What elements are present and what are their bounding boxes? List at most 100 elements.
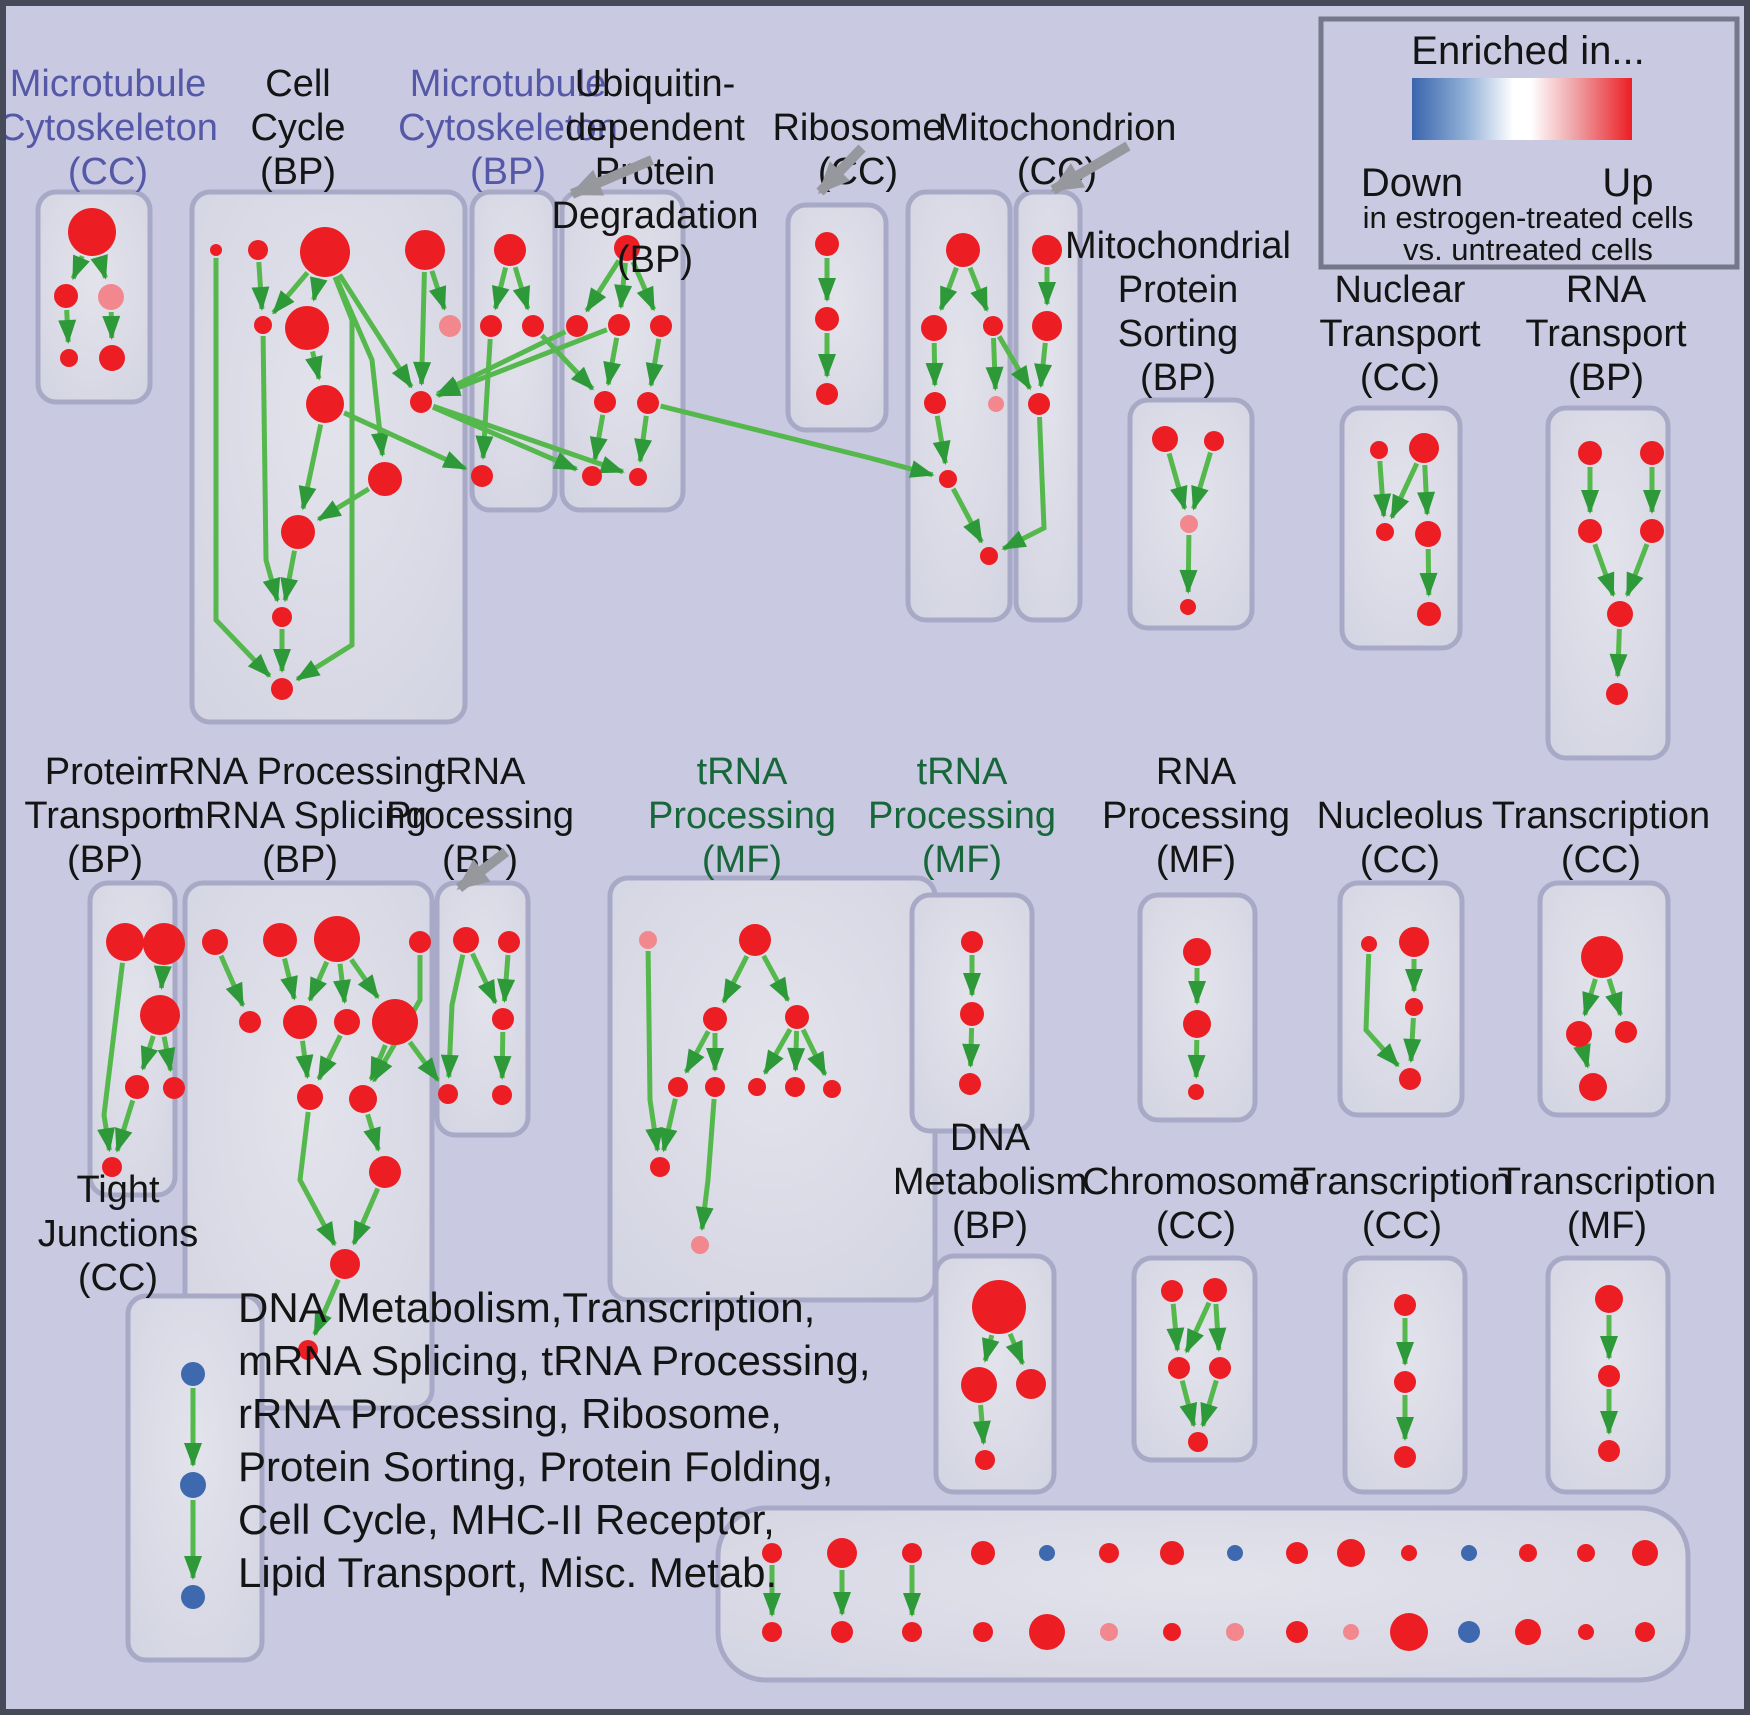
legend-down-label: Down <box>1361 161 1463 205</box>
go-edge <box>351 1187 381 1246</box>
go-term-node <box>1188 1432 1208 1452</box>
cluster-label-trna_mf_big: (MF) <box>702 839 782 881</box>
go-term-node <box>785 1077 805 1097</box>
go-term-node <box>988 396 1004 412</box>
go-term-node <box>1415 521 1441 547</box>
go-edge <box>70 254 90 281</box>
go-edge <box>102 311 121 340</box>
go-term-node <box>1227 1545 1243 1561</box>
go-edge <box>432 403 625 475</box>
go-edge <box>1605 978 1623 1017</box>
go-term-node <box>650 315 672 337</box>
go-edge <box>349 958 380 1000</box>
cluster-label-nuclear_transport: Nuclear <box>1335 269 1466 311</box>
go-edge <box>1001 416 1047 551</box>
go-term-node <box>1376 523 1394 541</box>
note-text-block: DNA Metabolism,Transcription, mRNA Splici… <box>238 1284 871 1596</box>
go-term-node <box>902 1622 922 1642</box>
go-edge <box>310 276 328 302</box>
go-term-node <box>181 1585 205 1609</box>
edge-arrows <box>58 254 1661 1617</box>
go-term-node <box>1203 1278 1227 1302</box>
go-term-node <box>471 465 493 487</box>
go-term-node <box>921 315 947 341</box>
go-term-node <box>972 1280 1026 1334</box>
go-edge <box>1419 548 1438 597</box>
cluster-label-mps: (BP) <box>1140 357 1216 399</box>
cluster-label-trna_mf_big: Processing <box>648 795 836 837</box>
misc-panel-box <box>715 1505 1691 1683</box>
label-pointer-arrow <box>455 848 510 892</box>
go-edge <box>800 1028 828 1077</box>
go-term-node <box>703 1007 727 1031</box>
go-term-node <box>1188 1084 1204 1100</box>
go-edge <box>981 1334 1000 1363</box>
label-pointer-arrow <box>569 155 654 199</box>
go-term-node <box>608 314 630 336</box>
go-edge <box>297 1111 337 1247</box>
go-term-node <box>248 240 268 260</box>
go-edge <box>497 954 516 1004</box>
go-edge <box>218 954 246 1008</box>
go-term-node <box>1394 1294 1416 1316</box>
cluster-label-trna_mf_big: tRNA <box>697 751 788 793</box>
go-term-node <box>1180 515 1198 533</box>
go-term-node <box>924 392 946 414</box>
cluster-label-rrna: rRNA Processing <box>155 751 444 793</box>
cluster-label-transcription_cc_top: (CC) <box>1561 839 1641 881</box>
go-term-node <box>210 244 222 256</box>
go-term-node <box>1183 938 1211 966</box>
go-term-node <box>748 1078 766 1096</box>
go-term-node <box>281 515 315 549</box>
go-term-node <box>739 924 771 956</box>
go-edge <box>316 1034 343 1081</box>
cluster-label-transcription_mf: (MF) <box>1567 1205 1647 1247</box>
go-term-node <box>815 307 839 331</box>
cluster-box-nuclear_transport <box>1339 405 1463 651</box>
go-edge <box>1403 1017 1422 1063</box>
go-term-node <box>959 1073 981 1095</box>
go-term-node <box>1204 431 1224 451</box>
go-term-node <box>1458 1621 1480 1643</box>
cluster-label-trna_mf_small: Processing <box>868 795 1056 837</box>
cluster-label-mt_bp: Microtubule <box>410 63 606 105</box>
go-term-node <box>691 1236 709 1254</box>
go-edge <box>90 254 108 280</box>
go-edge <box>659 1098 678 1153</box>
cluster-label-mps: Sorting <box>1118 313 1238 355</box>
go-term-node <box>1461 1545 1477 1561</box>
go-term-node <box>1394 1446 1416 1468</box>
go-term-node <box>99 345 125 371</box>
go-edge <box>1184 1301 1212 1354</box>
go-edge <box>1187 1039 1206 1079</box>
cluster-label-mps: Protein <box>1118 269 1238 311</box>
go-edge <box>157 1036 176 1073</box>
go-edge <box>932 415 951 466</box>
go-term-node <box>439 315 461 337</box>
go-term-node <box>102 1157 122 1177</box>
go-edge <box>634 415 653 464</box>
cluster-label-mt_cc: Microtubule <box>10 63 206 105</box>
go-term-node <box>239 1011 261 1033</box>
go-edge <box>1624 543 1650 598</box>
go-edge <box>683 1030 711 1074</box>
go-term-node <box>816 383 838 405</box>
note-line: Lipid Transport, Misc. Metab. <box>238 1549 777 1596</box>
cluster-label-ubiquitin_a: Ubiquitin- <box>575 63 736 105</box>
go-edge <box>470 952 498 1005</box>
go-term-node <box>297 1084 323 1110</box>
go-term-node <box>1581 936 1623 978</box>
go-term-node <box>405 230 445 270</box>
go-term-nodes <box>54 208 1664 1651</box>
go-term-node <box>975 1450 995 1470</box>
go-edge <box>337 273 414 389</box>
go-edge <box>428 270 447 311</box>
go-term-node <box>1579 1073 1607 1101</box>
cluster-label-cell_cycle: Cell <box>265 63 330 105</box>
go-term-node <box>106 923 144 961</box>
go-edge <box>695 1098 717 1232</box>
legend-title: Enriched in... <box>1411 29 1644 73</box>
cluster-label-nucleolus: (CC) <box>1360 839 1440 881</box>
go-term-node <box>939 470 957 488</box>
